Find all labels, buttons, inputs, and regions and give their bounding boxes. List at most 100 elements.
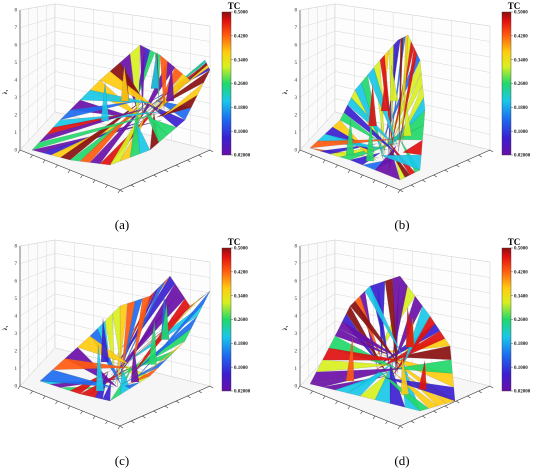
x-tick-mark [335, 400, 338, 405]
surface-facet [131, 295, 151, 371]
z-tick-label: 1 [15, 367, 18, 372]
y-tick-mark [131, 420, 135, 424]
surface-spike [365, 122, 375, 162]
surface-facet [364, 285, 405, 360]
y-tick-mark [411, 184, 415, 188]
colorbar-tick-label: 0.4200 [514, 35, 528, 40]
y-tick-mark [198, 390, 202, 394]
x-tick-mark [17, 385, 21, 390]
surface-spike [418, 360, 427, 390]
colorbar-tick-label: 0.2600 [234, 82, 248, 87]
surface-facet [31, 112, 161, 151]
colorbar-tick-label: 0.4200 [234, 271, 248, 276]
y-tick-mark [433, 174, 437, 178]
colorbar-tick-label: 0.02000 [514, 154, 531, 159]
surface-facet [339, 112, 379, 142]
z-tick-label: 5 [295, 61, 298, 66]
surface-spike [368, 85, 377, 127]
x-tick-mark [30, 154, 33, 159]
x-tick-mark [397, 189, 401, 194]
z-axis-label: λ₁ [283, 325, 289, 330]
colorbar-tick-label: 0.2600 [514, 318, 528, 323]
x-tick-mark [385, 420, 388, 425]
z-tick-label: 6 [295, 44, 298, 49]
colorbar-tick-label: 0.4200 [234, 35, 248, 40]
colorbar-title: TC [508, 1, 521, 11]
y-tick-mark [456, 400, 460, 404]
surface-facet [338, 320, 400, 359]
x-tick-mark [92, 179, 96, 184]
x-tick-mark [30, 390, 33, 395]
surface-facet [309, 368, 404, 385]
surface-facet [112, 305, 121, 366]
surface-spike [148, 320, 157, 365]
surface-facet [402, 34, 409, 145]
surface-facet [402, 139, 423, 156]
colorbar-tick-label: 0.1800 [514, 106, 528, 111]
colorbar-tick-label: 0.5000 [234, 11, 248, 16]
surface-facet [121, 300, 136, 378]
y-tick-mark [489, 385, 494, 389]
x-tick-mark [117, 425, 121, 430]
chart-panel-1: 0 1 2 3 4 5 6 7 8 λ₁ TC0.5000 0.4200 0.3400 0.2600 0.1… [3, 1, 251, 232]
panel-label: (a) [115, 217, 129, 232]
colorbar-tick-label: 0.5000 [514, 11, 528, 16]
x-tick-mark [80, 410, 83, 415]
colorbar-title: TC [228, 237, 241, 247]
z-tick-label: 7 [15, 26, 18, 31]
z-tick-label: 8 [15, 245, 18, 250]
z-tick-label: 4 [295, 315, 298, 320]
z-tick-label: 5 [295, 297, 298, 302]
colorbar-tick-label: 0.1000 [234, 130, 248, 135]
y-tick-mark [399, 425, 404, 429]
surface-facet [139, 44, 146, 116]
y-tick-mark [456, 164, 460, 168]
panel-label: (b) [394, 217, 409, 232]
surface-spike [150, 53, 160, 89]
surface-facet [119, 366, 131, 395]
y-tick-mark [142, 415, 146, 419]
y-tick-mark [153, 410, 157, 414]
x-tick-mark [80, 174, 83, 179]
z-tick-label: 4 [295, 79, 298, 84]
x-tick-mark [360, 174, 363, 179]
surface [309, 275, 456, 412]
surface-facet [316, 359, 392, 373]
z-axis-label: λ₁ [3, 89, 9, 94]
y-tick-mark [478, 390, 482, 394]
surface-spike [160, 303, 170, 340]
y-tick-mark [198, 154, 202, 158]
y-tick-mark [131, 184, 135, 188]
colorbar-tick-label: 0.2600 [514, 82, 528, 87]
surface [309, 34, 426, 181]
panel-label: (d) [394, 453, 409, 468]
colorbar-tick-label: 0.1000 [514, 130, 528, 135]
z-tick-label: 7 [295, 262, 298, 267]
surface-spike [345, 337, 355, 382]
x-tick-mark [397, 425, 401, 430]
z-tick-label: 3 [295, 332, 298, 337]
z-tick-label: 1 [15, 131, 18, 136]
surface-facet [152, 69, 211, 111]
x-tick-mark [310, 154, 313, 159]
surface-facet [38, 106, 150, 143]
x-tick-mark [347, 405, 351, 410]
surface-facet [132, 340, 186, 384]
surface-facet [111, 285, 161, 386]
surface-spike [389, 65, 399, 102]
z-tick-label: 8 [295, 9, 298, 14]
z-tick-label: 7 [15, 262, 18, 267]
x-tick-mark [17, 149, 21, 154]
surface-facet [52, 358, 129, 370]
z-axis-label: λ₁ [283, 89, 289, 94]
surface-facet [380, 154, 422, 171]
surface-facet [146, 116, 177, 136]
colorbar-title: TC [228, 1, 241, 11]
x-tick-mark [67, 405, 71, 410]
colorbar-tick-label: 0.1000 [514, 366, 528, 371]
colorbar-tick-label: 0.3400 [514, 294, 528, 299]
z-tick-label: 3 [15, 332, 18, 337]
y-tick-mark [433, 410, 437, 414]
surface-facet [161, 82, 204, 118]
